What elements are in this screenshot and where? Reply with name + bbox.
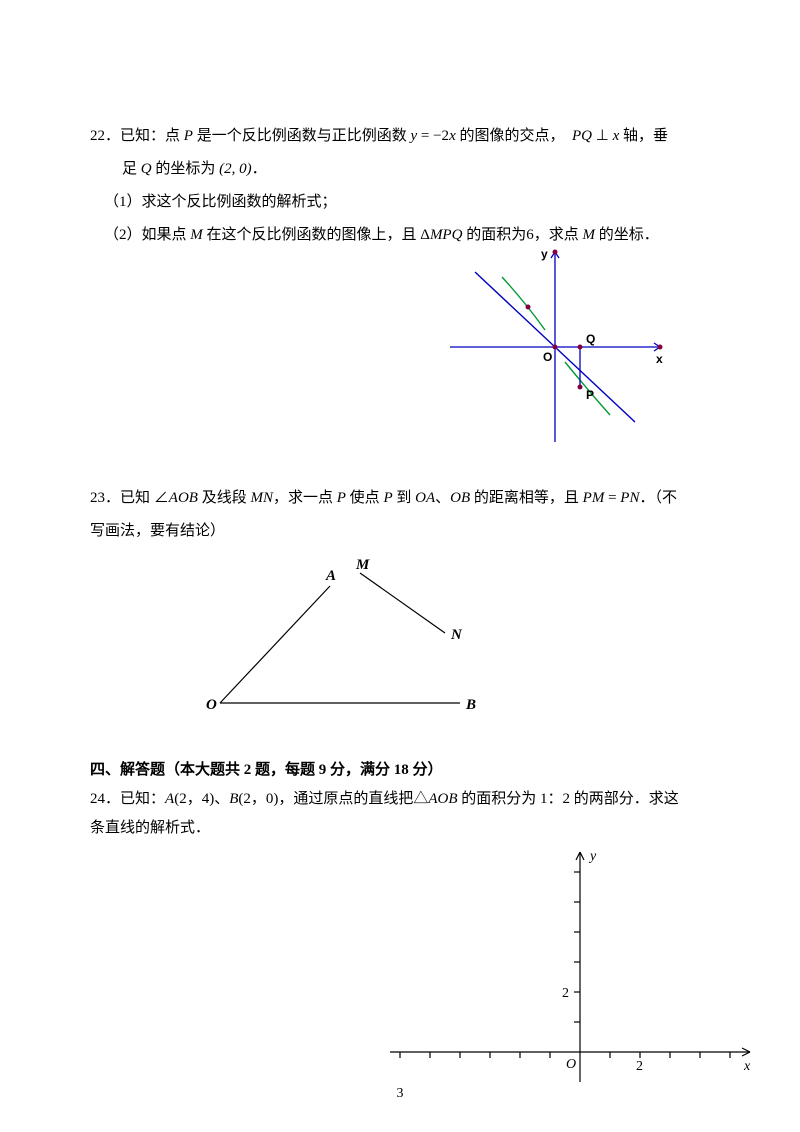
svg-text:P: P <box>586 388 594 402</box>
pn: PN <box>620 490 639 506</box>
fig23-svg: O A B M N <box>190 558 490 718</box>
svg-text:y: y <box>588 849 597 864</box>
pq: PQ <box>572 128 592 144</box>
var-q: Q <box>141 161 152 177</box>
t: 的坐标为 <box>155 161 215 177</box>
t: 的图像的交点， <box>459 128 564 144</box>
t: ，求点 <box>534 227 579 243</box>
problem-22-stem: 22．已知：点 P 是一个反比例函数与正比例函数 y = −2x 的图像的交点，… <box>90 120 710 153</box>
eq-mid: = −2 <box>417 128 449 144</box>
t: 的面积分为 1：2 的两部分．求这 <box>461 791 679 807</box>
svg-text:M: M <box>355 558 370 573</box>
svg-text:Q: Q <box>586 332 595 346</box>
var-p: P <box>184 128 193 144</box>
problem-24: 24．已知：A(2，4)、B(2，0)，通过原点的直线把△AOB 的面积分为 1… <box>90 785 710 1092</box>
t: （2）如果点 <box>104 227 187 243</box>
delta: Δ <box>420 227 430 243</box>
perp: ⊥ <box>592 128 613 144</box>
svg-text:y: y <box>541 247 548 261</box>
svg-text:O: O <box>543 350 552 364</box>
t: ． <box>252 161 267 177</box>
t: 使点 <box>350 490 380 506</box>
svg-text:O: O <box>206 697 217 713</box>
p22-stem-l2: 足 Q 的坐标为 (2, 0)． <box>122 153 710 186</box>
var-m: M <box>190 227 203 243</box>
eq: = <box>604 490 620 506</box>
p24-stem2: 条直线的解析式． <box>90 814 710 843</box>
var-m: M <box>582 227 595 243</box>
svg-text:x: x <box>656 352 663 366</box>
problem-23: 23．已知 ∠AOB 及线段 MN，求一点 P 使点 P 到 OA、OB 的距离… <box>90 482 710 718</box>
svg-text:A: A <box>325 568 336 584</box>
six: 6 <box>526 227 534 243</box>
t: 的面积为 <box>466 227 526 243</box>
figure-23: O A B M N <box>190 558 710 718</box>
t: ．（不 <box>639 490 677 506</box>
coord: (2, 0) <box>219 161 252 177</box>
svg-text:N: N <box>450 627 463 643</box>
p22-sub2: （2）如果点 M 在这个反比例函数的图像上，且 ΔMPQ 的面积为6，求点 M … <box>104 219 710 252</box>
aob: AOB <box>169 490 198 506</box>
t: 已知 <box>120 490 150 506</box>
p24-stem: 24．已知：A(2，4)、B(2，0)，通过原点的直线把△AOB 的面积分为 1… <box>90 785 710 814</box>
aob: AOB <box>428 791 457 807</box>
mpq: MPQ <box>430 227 463 243</box>
t: 的距离相等，且 <box>474 490 579 506</box>
t: 轴，垂 <box>623 128 668 144</box>
t: (2，4)、 <box>174 791 229 807</box>
oa: OA <box>415 490 435 506</box>
p22-sub1: （1）求这个反比例函数的解析式； <box>104 186 710 219</box>
mn: MN <box>250 490 273 506</box>
t: 、 <box>435 490 450 506</box>
t: ，求一点 <box>273 490 333 506</box>
svg-text:2: 2 <box>636 1059 643 1074</box>
svg-text:x: x <box>743 1059 751 1074</box>
p23-stem: 23．已知 ∠AOB 及线段 MN，求一点 P 使点 P 到 OA、OB 的距离… <box>90 482 710 515</box>
t: 足 <box>122 161 137 177</box>
t: 已知：点 <box>120 128 180 144</box>
t: 的坐标． <box>599 227 659 243</box>
figure-22: O Q Px y <box>440 242 710 452</box>
ang: ∠ <box>154 490 169 506</box>
t: P <box>383 490 392 506</box>
t: (2，0)，通过原点的直线把△ <box>238 791 428 807</box>
problem-22: 22．已知：点 P 是一个反比例函数与正比例函数 y = −2x 的图像的交点，… <box>90 120 710 452</box>
x: x <box>613 128 620 144</box>
section-4-title: 四、解答题（本大题共 2 题，每题 9 分，满分 18 分） <box>90 758 710 779</box>
figure-24: Oxy22 <box>380 842 710 1092</box>
p22-num: 22． <box>90 128 120 144</box>
fig22-svg: O Q Px y <box>440 242 670 452</box>
t: 在这个反比例函数的图像上，且 <box>207 227 417 243</box>
t: 是一个反比例函数与正比例函数 <box>197 128 407 144</box>
b: B <box>229 791 238 807</box>
p23-stem2: 写画法，要有结论） <box>90 515 710 548</box>
p23-num: 23． <box>90 490 120 506</box>
pm: PM <box>583 490 605 506</box>
p24-num: 24． <box>90 791 120 807</box>
page-number: 3 <box>0 1086 800 1102</box>
svg-text:B: B <box>465 697 476 713</box>
t: 到 <box>396 490 411 506</box>
svg-text:2: 2 <box>562 986 569 1001</box>
svg-text:O: O <box>566 1057 576 1072</box>
t: P <box>337 490 346 506</box>
t: 及线段 <box>202 490 247 506</box>
a: A <box>165 791 174 807</box>
eq-x: x <box>449 128 456 144</box>
t: 已知： <box>120 791 165 807</box>
fig24-svg: Ox y 2 2 <box>380 842 760 1092</box>
ob: OB <box>450 490 470 506</box>
